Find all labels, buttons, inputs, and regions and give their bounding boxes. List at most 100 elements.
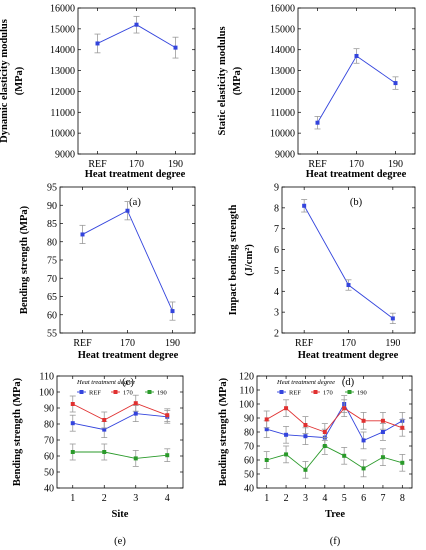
x-tick-label: 190 — [385, 338, 400, 349]
y-tick-label: 95 — [47, 183, 57, 194]
y-tick-label: 14000 — [270, 45, 295, 56]
data-point — [165, 413, 170, 418]
y-tick-label: 40 — [244, 484, 254, 495]
data-point — [342, 453, 347, 458]
x-axis-title: Heat treatment degree — [306, 169, 407, 180]
x-tick-label: REF — [308, 159, 327, 170]
x-tick-label: 2 — [102, 493, 107, 504]
legend-label: 170 — [323, 390, 333, 397]
legend-title: Heat treatment degree — [276, 379, 335, 386]
x-tick-label: 170 — [120, 338, 135, 349]
panel-label: (a) — [129, 197, 141, 208]
x-tick-label: 170 — [349, 159, 364, 170]
y-tick-label: 65 — [47, 292, 57, 303]
x-tick-label: REF — [88, 159, 107, 170]
y-tick-label: 8 — [274, 203, 279, 214]
data-point — [346, 283, 351, 288]
x-axis-title: Site — [112, 509, 129, 520]
data-point — [133, 411, 138, 416]
x-axis-title: Heat treatment degree — [85, 169, 186, 180]
y-tick-label: 9000 — [55, 150, 75, 161]
plot-frame — [297, 7, 416, 155]
data-point — [284, 432, 289, 437]
x-axis-title: Tree — [325, 509, 345, 520]
y-tick-label: 11000 — [50, 108, 75, 119]
y-tick-label: 5 — [274, 266, 279, 277]
y-tick-label: 75 — [47, 256, 57, 267]
data-point — [102, 450, 107, 454]
data-point — [70, 450, 75, 454]
x-tick-label: 2 — [284, 493, 289, 504]
x-tick-label: 170 — [129, 159, 144, 170]
data-point — [393, 81, 398, 86]
data-point — [322, 444, 327, 448]
x-tick-label: 4 — [165, 493, 170, 504]
y-tick-label: 50 — [44, 468, 54, 479]
series-line — [82, 210, 173, 312]
y-tick-label: 60 — [244, 456, 254, 467]
y-tick-label: 60 — [47, 310, 57, 321]
series-line — [72, 451, 168, 459]
y-tick-label: 13000 — [50, 66, 75, 77]
x-tick-label: 190 — [388, 159, 403, 170]
y-tick-label: 70 — [47, 274, 57, 285]
x-tick-label: 170 — [341, 338, 356, 349]
y-tick-label: 6 — [274, 245, 279, 256]
x-tick-label: 1 — [70, 493, 75, 504]
legend-marker — [313, 390, 318, 394]
series-line — [72, 413, 168, 431]
y-axis-title: Bending strength (MPa) — [12, 377, 23, 486]
x-tick-label: 7 — [380, 493, 385, 504]
data-point — [302, 203, 307, 208]
data-point — [134, 22, 139, 27]
legend-label: REF — [89, 390, 101, 397]
y-tick-label: 90 — [47, 201, 57, 212]
data-point — [284, 406, 289, 411]
data-point — [400, 460, 405, 465]
y-axis-title: (MPa) — [14, 66, 25, 95]
x-tick-label: 8 — [400, 493, 405, 504]
data-point — [264, 417, 269, 422]
data-point — [322, 430, 327, 434]
series-line — [266, 407, 403, 433]
y-tick-label: 50 — [244, 470, 254, 481]
panel-label: (e) — [114, 536, 126, 547]
y-tick-label: 9 — [274, 183, 279, 194]
legend-marker — [79, 390, 84, 394]
data-point — [173, 45, 178, 50]
panel-label: (f) — [330, 536, 341, 547]
y-tick-label: 11000 — [270, 108, 295, 119]
legend-marker — [147, 390, 152, 394]
data-point — [165, 453, 170, 458]
legend-label: REF — [289, 390, 301, 397]
legend-marker — [113, 390, 118, 394]
y-tick-label: 80 — [47, 237, 57, 248]
panel-label: (d) — [342, 377, 355, 388]
x-tick-label: 4 — [322, 493, 327, 504]
data-point — [303, 434, 308, 439]
data-point — [70, 402, 75, 406]
y-tick-label: 2 — [274, 329, 279, 340]
y-tick-label: 110 — [239, 386, 254, 397]
plot-frame — [56, 375, 184, 489]
data-point — [102, 418, 107, 422]
y-tick-label: 10000 — [270, 129, 295, 140]
data-point — [361, 438, 366, 443]
x-tick-label: 5 — [342, 493, 347, 504]
x-tick-label: 190 — [168, 159, 183, 170]
y-tick-label: 100 — [39, 388, 54, 399]
y-tick-label: 120 — [239, 372, 254, 383]
data-point — [390, 316, 395, 321]
y-tick-label: 3 — [274, 308, 279, 319]
data-point — [400, 425, 405, 430]
series-line — [317, 55, 396, 123]
data-point — [380, 418, 385, 423]
x-tick-label: REF — [73, 338, 92, 349]
y-tick-label: 7 — [274, 224, 279, 235]
y-tick-label: 110 — [39, 372, 54, 383]
data-point — [284, 452, 289, 457]
y-tick-label: 16000 — [50, 4, 75, 15]
data-point — [70, 421, 75, 426]
y-axis-title: (MPa) — [232, 66, 243, 95]
